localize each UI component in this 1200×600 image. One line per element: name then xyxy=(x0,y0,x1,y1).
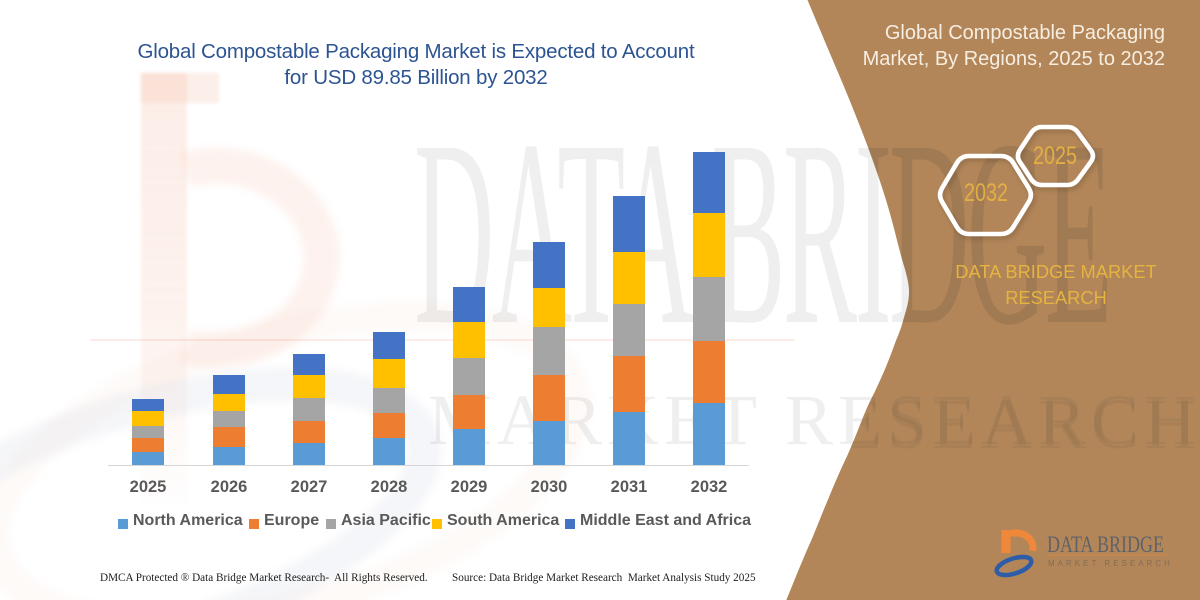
svg-text:DATA BRIDGE: DATA BRIDGE xyxy=(1047,532,1164,557)
svg-text:2025: 2025 xyxy=(1033,142,1077,170)
svg-text:MARKET RESEARCH: MARKET RESEARCH xyxy=(1048,559,1173,568)
svg-text:2032: 2032 xyxy=(964,179,1008,207)
